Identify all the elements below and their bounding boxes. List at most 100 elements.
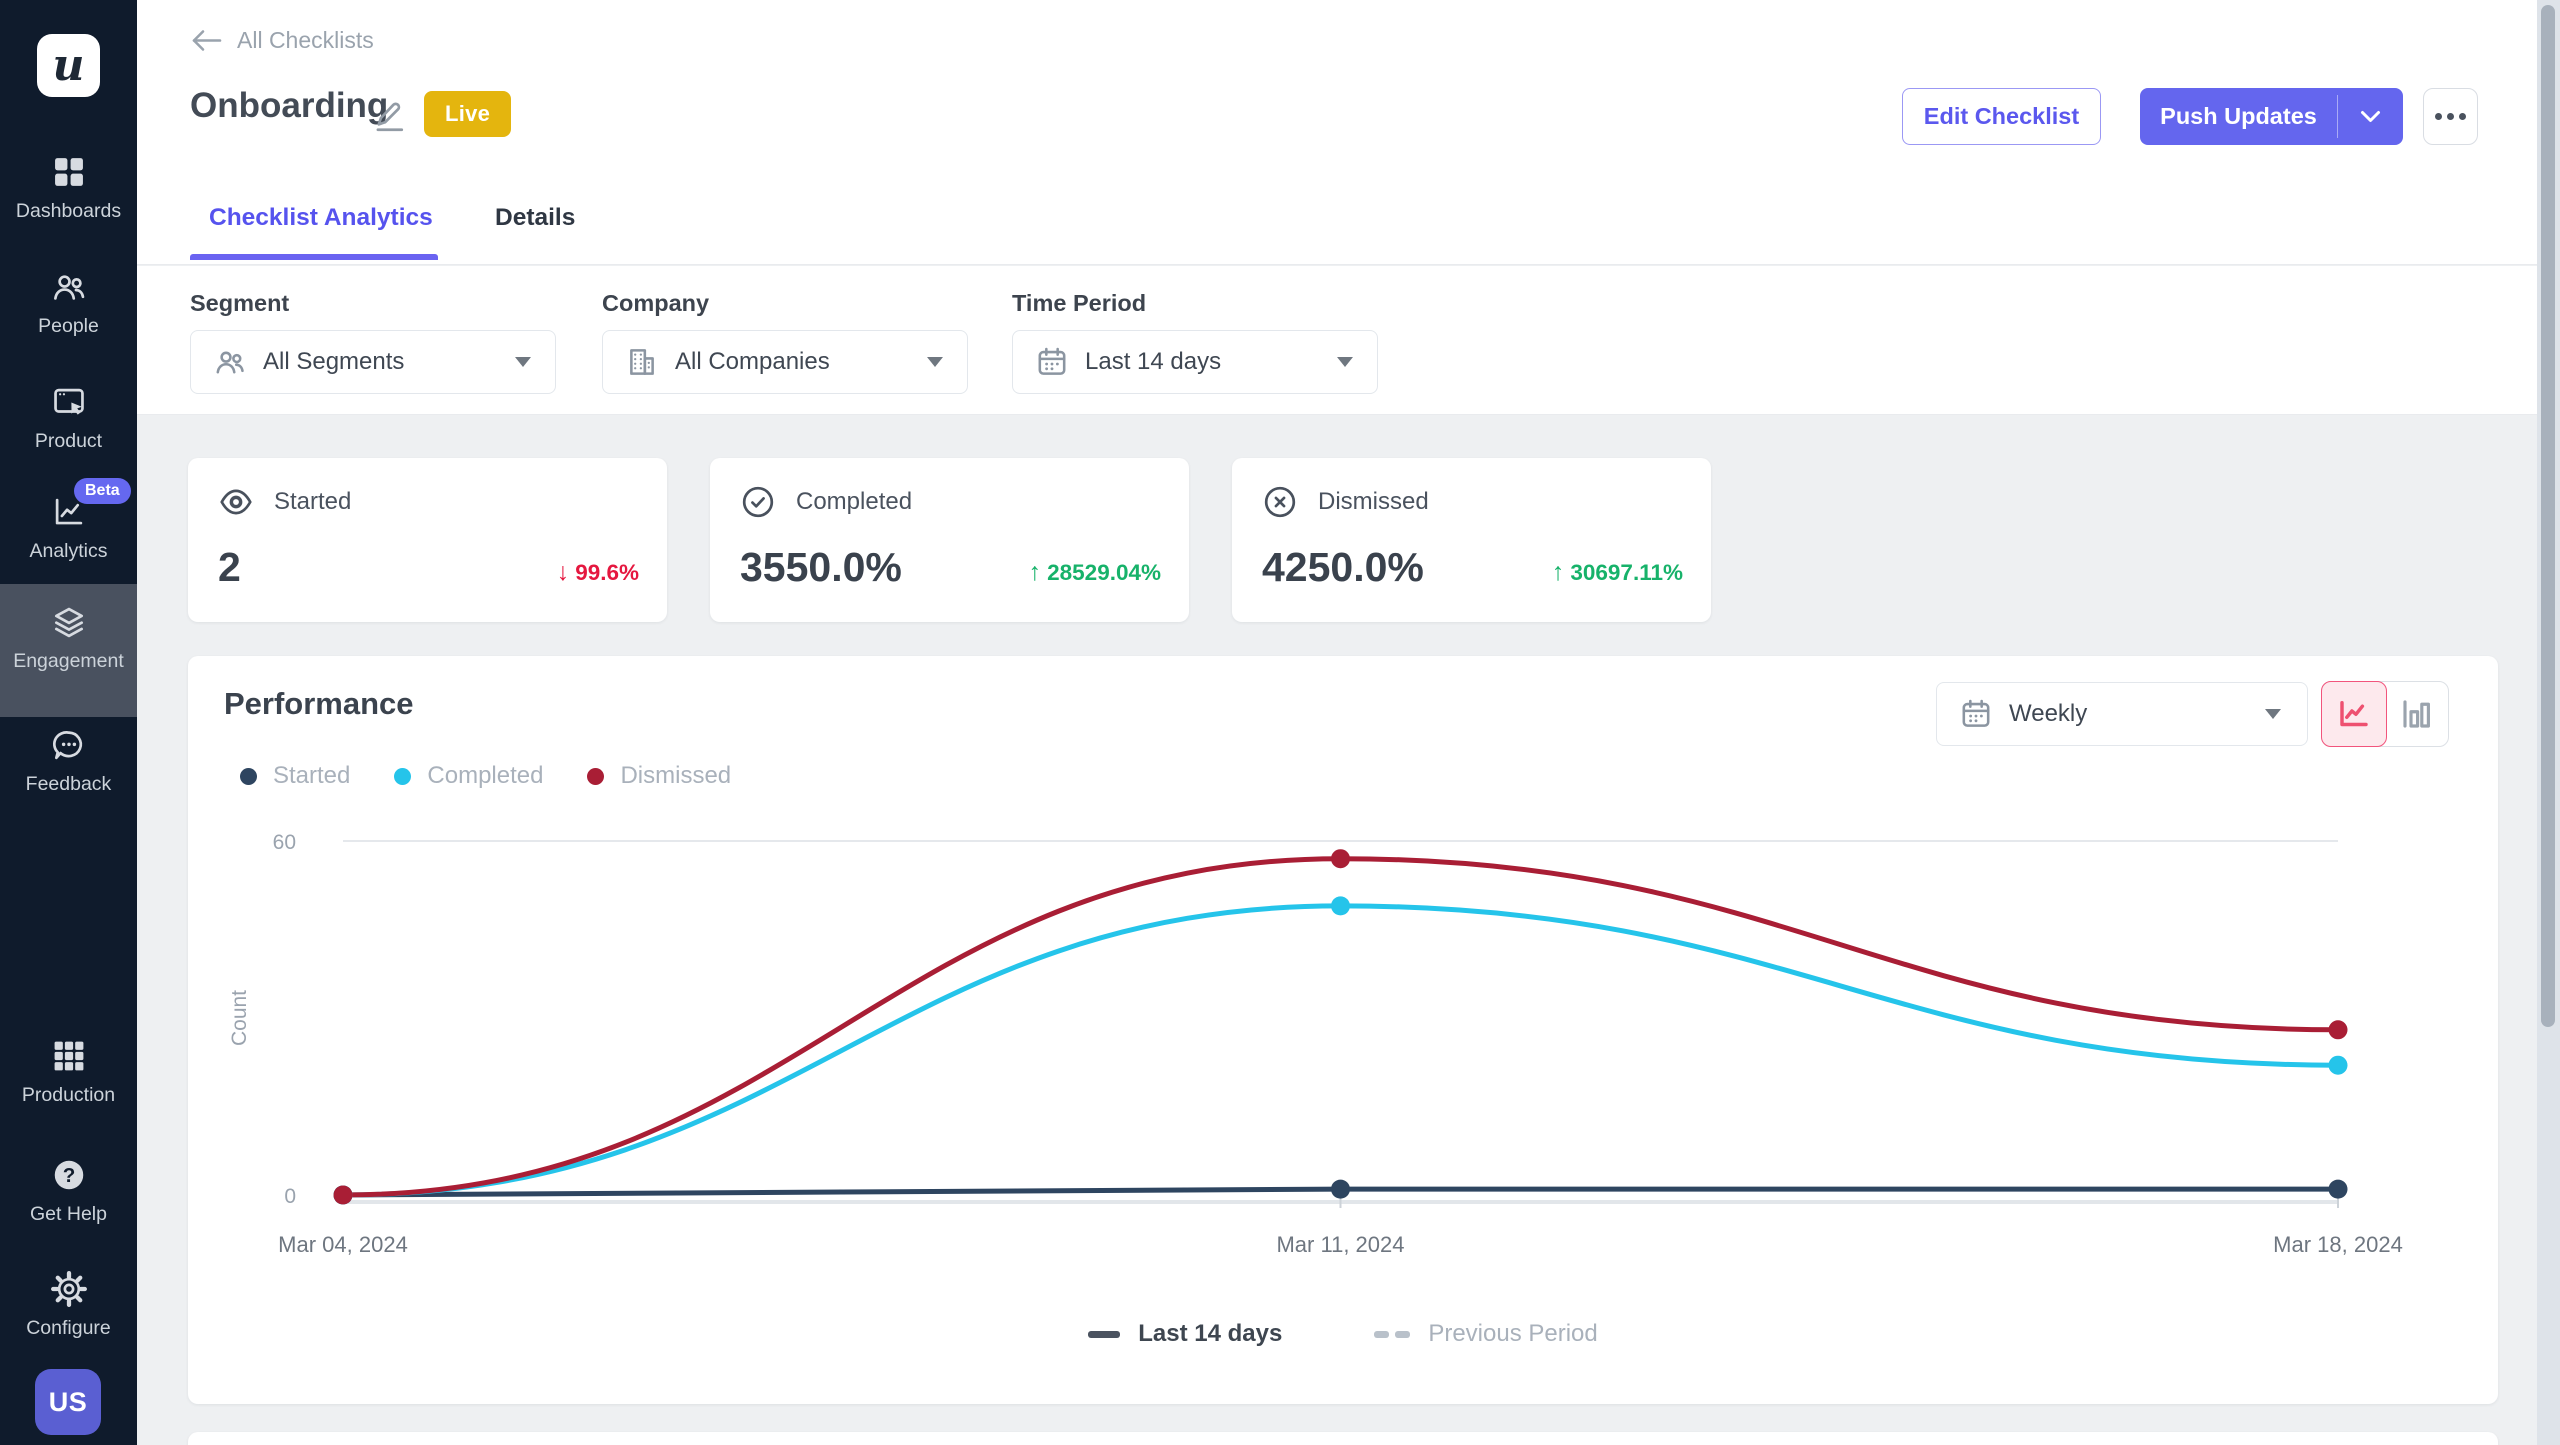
company-value: All Companies [675, 348, 830, 375]
caret-down-icon [1337, 357, 1353, 367]
sidebar-item-product[interactable]: Product [0, 383, 137, 453]
sidebar-item-configure[interactable]: Configure [0, 1270, 137, 1340]
more-actions-button[interactable] [2423, 88, 2478, 145]
performance-card: Performance Weekly Started [188, 656, 2498, 1404]
legend-item-completed[interactable]: Completed [394, 762, 543, 790]
svg-text:Mar 04, 2024: Mar 04, 2024 [278, 1232, 408, 1257]
arrow-up-icon: ↑ [1551, 558, 1565, 586]
stat-card-completed: Completed 3550.0% ↑ 28529.04% [710, 458, 1189, 622]
dashboards-icon [54, 158, 83, 186]
stat-change: ↓ 99.6% [556, 558, 639, 586]
tab-checklist-analytics[interactable]: Checklist Analytics [209, 204, 433, 231]
sidebar-item-engagement[interactable]: Engagement [0, 603, 137, 673]
stat-label: Started [274, 488, 352, 515]
svg-text:0: 0 [284, 1185, 296, 1208]
performance-title: Performance [224, 686, 414, 721]
svg-text:Mar 11, 2024: Mar 11, 2024 [1276, 1232, 1404, 1257]
sidebar-item-analytics[interactable]: Analytics [0, 493, 137, 563]
bar-chart-icon [2403, 700, 2430, 728]
caret-down-icon [2265, 709, 2281, 719]
users-icon [216, 351, 244, 374]
company-filter: Company All Companies [602, 290, 968, 394]
analytics-icon [55, 498, 82, 525]
people-icon [53, 275, 84, 300]
eye-icon [220, 489, 252, 515]
help-icon: ? [54, 1160, 83, 1190]
edit-checklist-button[interactable]: Edit Checklist [1902, 88, 2101, 145]
building-icon [630, 349, 654, 375]
stat-label: Dismissed [1318, 488, 1429, 515]
engagement-icon [54, 607, 83, 638]
stat-value: 4250.0% [1262, 544, 1424, 590]
calendar-icon [1962, 699, 1990, 727]
segment-select[interactable]: All Segments [190, 330, 556, 394]
time-period-label: Time Period [1012, 290, 1147, 316]
time-period-value: Last 14 days [1085, 348, 1222, 375]
sidebar-item-feedback[interactable]: Feedback [0, 726, 137, 796]
legend-dot [240, 767, 257, 785]
sidebar: u Dashboards People Product Analytics Be… [0, 0, 137, 1445]
svg-text:60: 60 [273, 831, 296, 854]
back-link[interactable]: All Checklists [190, 27, 374, 54]
user-avatar[interactable]: US [35, 1369, 101, 1435]
chart-legend: Started Completed Dismissed [240, 762, 731, 790]
sidebar-item-production[interactable]: Production [0, 1037, 137, 1107]
period-legend: Last 14 days Previous Period [188, 1320, 2498, 1348]
solid-line-swatch [1088, 1330, 1121, 1338]
app-logo[interactable]: u [37, 34, 100, 97]
next-section-card [188, 1432, 2498, 1445]
granularity-value: Weekly [2009, 700, 2088, 727]
sidebar-item-dashboards[interactable]: Dashboards [0, 153, 137, 223]
time-period-select[interactable]: Last 14 days [1012, 330, 1378, 394]
push-updates-dropdown[interactable] [2338, 110, 2403, 123]
line-chart-toggle[interactable] [2321, 681, 2387, 747]
legend-dot [394, 767, 412, 785]
stat-value: 3550.0% [740, 544, 902, 590]
granularity-select[interactable]: Weekly [1936, 682, 2308, 746]
segment-label: Segment [190, 290, 290, 316]
dashed-line-swatch [1374, 1330, 1411, 1338]
production-icon [54, 1041, 83, 1071]
push-updates-button[interactable]: Push Updates [2140, 88, 2403, 145]
status-badge: Live [424, 91, 512, 137]
svg-text:Mar 18, 2024: Mar 18, 2024 [2273, 1232, 2403, 1257]
check-circle-icon [742, 486, 774, 518]
configure-icon [50, 1271, 87, 1307]
time-period-filter: Time Period Last 14 days [1012, 290, 1378, 394]
feedback-icon [52, 731, 82, 760]
scrollbar-thumb[interactable] [2541, 5, 2555, 1027]
legend-current-period: Last 14 days [1088, 1320, 1282, 1348]
edit-pencil-icon[interactable] [371, 96, 407, 132]
svg-text:?: ? [62, 1164, 75, 1187]
stat-change: ↑ 30697.11% [1551, 558, 1683, 586]
stat-value: 2 [218, 544, 241, 590]
legend-item-dismissed[interactable]: Dismissed [587, 762, 731, 790]
legend-dot [587, 767, 605, 785]
company-select[interactable]: All Companies [602, 330, 968, 394]
page-title: Onboarding [190, 86, 389, 125]
arrow-down-icon: ↓ [556, 558, 570, 586]
product-icon [53, 388, 84, 415]
button-divider [2337, 95, 2338, 138]
company-label: Company [602, 290, 710, 316]
scrollbar-track[interactable] [2537, 0, 2560, 1445]
sidebar-item-get-help[interactable]: ? Get Help [0, 1156, 137, 1226]
svg-text:Count: Count [228, 990, 251, 1046]
bar-chart-toggle[interactable] [2386, 682, 2448, 746]
tab-details[interactable]: Details [495, 204, 576, 231]
page-header [137, 0, 2537, 265]
stat-card-started: Started 2 ↓ 99.6% [188, 458, 667, 622]
active-tab-indicator [190, 254, 438, 260]
legend-item-started[interactable]: Started [240, 762, 350, 790]
segment-value: All Segments [263, 348, 405, 375]
arrow-up-icon: ↑ [1028, 558, 1042, 586]
ellipsis-icon [2435, 113, 2442, 120]
caret-down-icon [515, 357, 531, 367]
chart-type-toggle [2321, 681, 2449, 747]
x-circle-icon [1264, 486, 1296, 518]
stat-label: Completed [796, 488, 913, 515]
caret-down-icon [927, 357, 943, 367]
segment-filter: Segment All Segments [190, 290, 556, 394]
sidebar-item-people[interactable]: People [0, 268, 137, 338]
chevron-down-icon [2361, 111, 2380, 122]
